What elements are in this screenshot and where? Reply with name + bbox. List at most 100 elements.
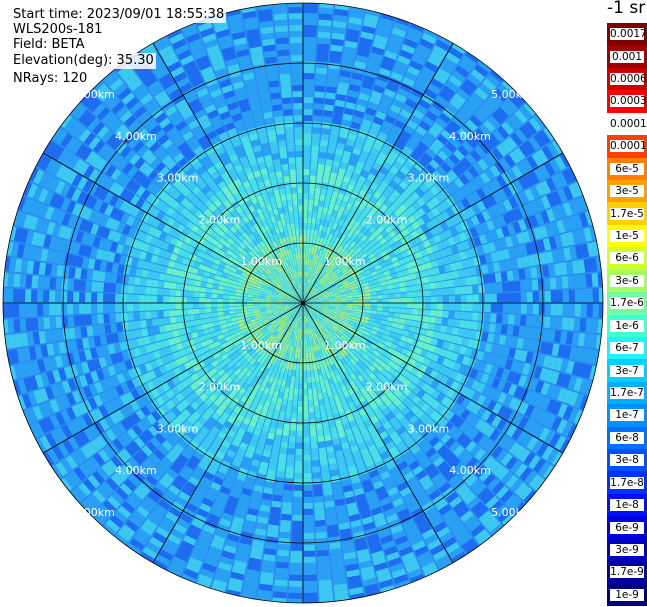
- range-gate: [135, 386, 146, 397]
- range-gate: [200, 529, 214, 540]
- range-gate: [276, 366, 282, 374]
- range-gate: [399, 445, 410, 456]
- range-gate: [289, 304, 296, 307]
- range-gate: [549, 432, 561, 448]
- range-gate: [297, 316, 300, 323]
- range-gate: [190, 551, 205, 563]
- range-gate: [131, 377, 141, 388]
- range-gate: [203, 380, 213, 389]
- range-gate: [245, 362, 253, 370]
- range-gate: [37, 303, 44, 317]
- range-gate: [236, 285, 244, 290]
- range-gate: [554, 435, 567, 451]
- range-gate: [355, 493, 366, 502]
- range-gate: [56, 265, 64, 277]
- range-gate: [311, 351, 315, 359]
- range-gate: [476, 394, 487, 406]
- range-gate: [438, 365, 448, 375]
- range-gate: [436, 429, 447, 440]
- range-gate: [272, 345, 278, 352]
- range-gate: [277, 49, 290, 57]
- range-gate: [310, 314, 315, 320]
- range-gate: [175, 392, 185, 402]
- range-gate: [265, 297, 272, 300]
- range-gate: [200, 281, 208, 288]
- range-gate: [314, 411, 321, 419]
- range-gate: [209, 268, 217, 275]
- range-gate: [336, 338, 343, 345]
- range-gate: [360, 337, 367, 344]
- range-gate: [520, 303, 527, 314]
- range-gate: [303, 490, 313, 497]
- range-gate: [107, 442, 120, 455]
- range-gate: [200, 426, 210, 436]
- range-gate: [326, 518, 338, 526]
- range-gate: [354, 536, 367, 546]
- range-gate: [308, 308, 313, 314]
- range-gate: [300, 304, 303, 311]
- range-gate: [325, 384, 332, 392]
- range-gate: [310, 303, 317, 306]
- range-gate: [219, 518, 232, 528]
- range-gate: [259, 358, 266, 365]
- range-gate: [580, 303, 587, 317]
- range-gate: [120, 419, 132, 431]
- range-gate: [459, 320, 466, 329]
- range-gate: [68, 266, 76, 279]
- range-gate: [355, 436, 365, 445]
- range-gate: [277, 549, 290, 557]
- range-gate: [425, 432, 436, 443]
- range-gate: [316, 305, 323, 308]
- range-gate: [367, 346, 375, 354]
- range-gate: [267, 314, 274, 319]
- range-gate: [436, 392, 446, 403]
- range-gate: [104, 240, 113, 251]
- range-gate: [290, 345, 294, 352]
- range-gate: [34, 345, 43, 359]
- range-gate: [332, 342, 339, 349]
- range-gate: [293, 309, 298, 314]
- range-gate: [271, 305, 278, 308]
- range-gate: [420, 402, 431, 413]
- range-gate: [227, 326, 234, 332]
- range-gate: [399, 313, 407, 319]
- range-gate: [79, 315, 87, 326]
- range-gate: [198, 263, 206, 271]
- range-gate: [337, 329, 344, 335]
- range-gate: [49, 277, 57, 290]
- range-gate: [308, 308, 314, 313]
- range-gate: [134, 320, 141, 330]
- range-gate: [150, 342, 159, 352]
- range-gate: [405, 455, 417, 466]
- range-gate: [414, 361, 423, 370]
- range-gate: [249, 318, 257, 323]
- range-gate: [188, 476, 200, 487]
- range-gate: [208, 376, 217, 385]
- range-gate: [500, 324, 508, 335]
- range-gate: [382, 540, 396, 550]
- range-gate: [54, 238, 64, 251]
- range-gate: [419, 334, 427, 343]
- range-gate: [313, 369, 319, 377]
- range-gate: [279, 327, 285, 334]
- range-gate: [191, 331, 199, 339]
- range-gate: [391, 568, 407, 579]
- range-gate: [248, 420, 257, 428]
- range-gate: [287, 151, 295, 158]
- range-gate: [304, 304, 309, 310]
- range-gate: [19, 289, 26, 303]
- range-gate: [513, 501, 526, 515]
- range-gate: [303, 364, 307, 371]
- range-gate: [273, 440, 281, 448]
- range-gate: [293, 394, 298, 401]
- range-gate: [369, 313, 377, 319]
- range-gate: [311, 303, 317, 305]
- range-gate: [308, 352, 312, 359]
- range-gate: [288, 205, 294, 213]
- range-gate: [531, 315, 539, 327]
- range-gate: [192, 364, 201, 373]
- range-gate: [341, 323, 348, 328]
- range-gate: [43, 416, 55, 432]
- range-gate: [210, 481, 222, 491]
- range-gate: [326, 152, 335, 161]
